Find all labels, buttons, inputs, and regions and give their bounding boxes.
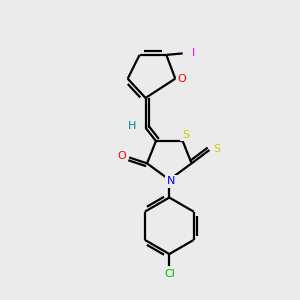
Text: Cl: Cl (164, 269, 175, 279)
Text: I: I (191, 48, 195, 59)
Text: O: O (177, 74, 186, 84)
Text: O: O (117, 151, 126, 161)
Text: N: N (167, 176, 175, 186)
Text: S: S (213, 143, 220, 154)
Text: H: H (128, 121, 136, 131)
Text: S: S (182, 130, 189, 140)
